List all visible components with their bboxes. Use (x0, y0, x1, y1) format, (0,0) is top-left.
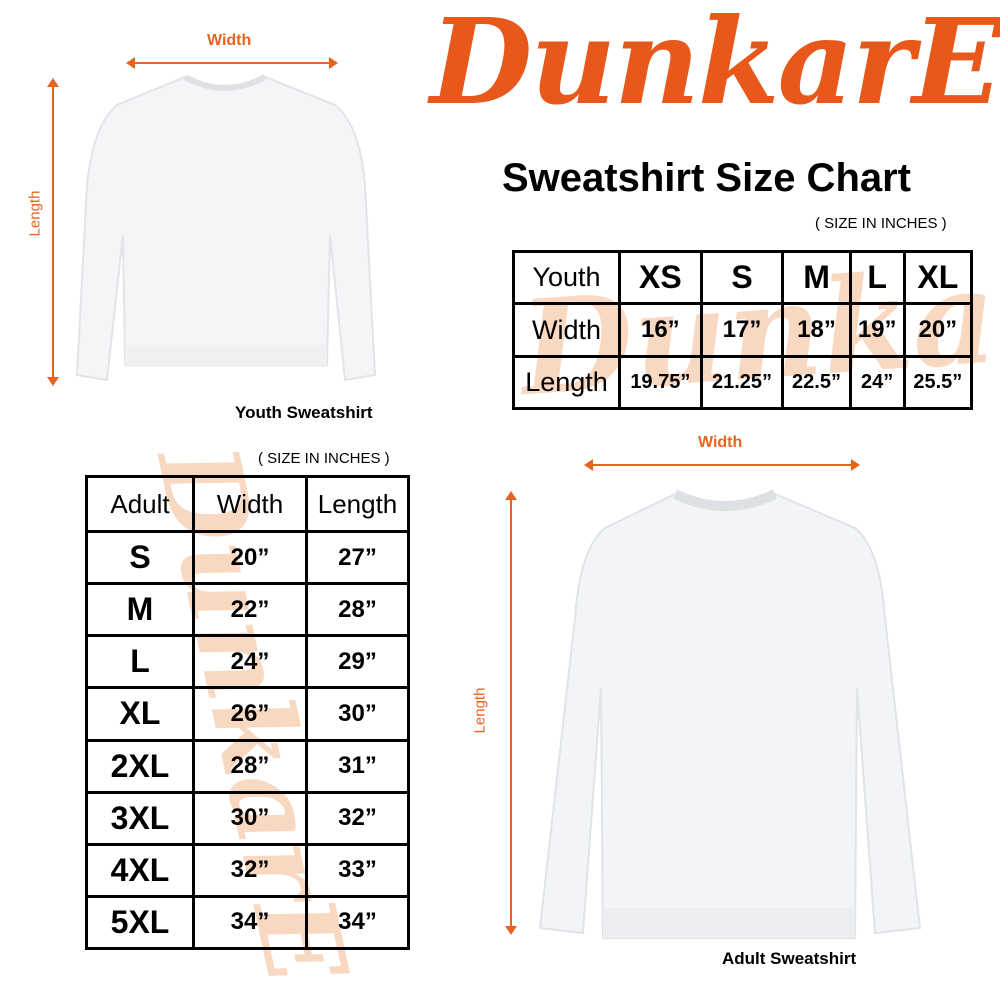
youth-length-arrow (47, 78, 59, 386)
youth-width-label: Width (207, 32, 252, 49)
table-header: XL (902, 250, 974, 305)
table-cell: 27” (305, 529, 410, 586)
table-cell: 29” (305, 634, 410, 690)
adult-size-table: Adult Width Length S 20” 27” M 22” 28” L 24” 2… (85, 475, 410, 951)
adult-width-label: Width (698, 434, 743, 451)
table-cell: 28” (192, 738, 308, 794)
table-cell: 20” (902, 302, 974, 358)
table-cell: 16” (618, 302, 703, 358)
table-cell: 19.75” (618, 355, 703, 410)
table-cell: S (85, 529, 195, 586)
table-row: M 22” 28” (85, 582, 410, 638)
youth-length-label: Length (26, 190, 44, 237)
adult-length-label: Length (471, 687, 489, 734)
table-cell: 2XL (85, 738, 195, 794)
table-cell: 4XL (85, 842, 195, 898)
table-row: L 24” 29” (85, 634, 410, 690)
table-header: Youth (512, 250, 621, 305)
table-cell: L (85, 634, 195, 690)
table-cell: 22” (192, 582, 308, 638)
adult-width-arrow (584, 459, 860, 471)
youth-sweatshirt-image (75, 74, 377, 382)
youth-size-table: Youth XS S M L XL Width 16” 17” 18” 19” … (512, 250, 974, 410)
page-title: Sweatshirt Size Chart (502, 156, 912, 200)
table-header: M (781, 250, 852, 305)
table-cell: 34” (305, 894, 410, 951)
table-cell: 32” (192, 842, 308, 898)
table-cell: 30” (192, 790, 308, 846)
adult-unit-note: ( SIZE IN INCHES ) (258, 450, 390, 467)
table-row: 5XL 34” 34” (85, 894, 410, 951)
table-cell: 21.25” (699, 355, 785, 410)
table-cell: 25.5” (902, 355, 974, 410)
adult-length-arrow (505, 491, 517, 935)
table-cell: 17” (699, 302, 785, 358)
table-header: L (848, 250, 906, 305)
adult-sweatshirt-image (538, 489, 922, 939)
table-row: XL 26” 30” (85, 686, 410, 742)
youth-caption: Youth Sweatshirt (235, 403, 373, 422)
table-cell: 26” (192, 686, 308, 742)
table-cell: 24” (192, 634, 308, 690)
table-cell: 24” (848, 355, 906, 410)
table-cell: 3XL (85, 790, 195, 846)
table-row: Length 19.75” 21.25” 22.5” 24” 25.5” (512, 355, 974, 410)
table-cell: 19” (848, 302, 906, 358)
table-cell: 28” (305, 582, 410, 638)
table-row: Adult Width Length (85, 475, 410, 533)
table-header: Adult (85, 475, 195, 533)
table-cell: 31” (305, 738, 410, 794)
table-header: Width (192, 475, 308, 533)
table-cell: 18” (781, 302, 852, 358)
table-cell: Length (512, 355, 621, 410)
table-row: 2XL 28” 31” (85, 738, 410, 794)
table-cell: XL (85, 686, 195, 742)
table-header: Length (305, 475, 410, 533)
table-row: S 20” 27” (85, 529, 410, 586)
table-cell: 20” (192, 529, 308, 586)
table-cell: 22.5” (781, 355, 852, 410)
table-row: Youth XS S M L XL (512, 250, 974, 305)
table-cell: Width (512, 302, 621, 358)
table-cell: 30” (305, 686, 410, 742)
table-header: S (699, 250, 785, 305)
table-cell: 32” (305, 790, 410, 846)
table-row: 4XL 32” 33” (85, 842, 410, 898)
table-cell: 5XL (85, 894, 195, 951)
youth-unit-note: ( SIZE IN INCHES ) (815, 215, 947, 232)
youth-width-arrow (126, 57, 338, 69)
adult-caption: Adult Sweatshirt (722, 949, 857, 968)
table-cell: 33” (305, 842, 410, 898)
table-header: XS (618, 250, 703, 305)
table-row: 3XL 30” 32” (85, 790, 410, 846)
table-row: Width 16” 17” 18” 19” 20” (512, 302, 974, 358)
table-cell: M (85, 582, 195, 638)
brand-logo: DunkarE (430, 0, 1000, 131)
table-cell: 34” (192, 894, 308, 951)
